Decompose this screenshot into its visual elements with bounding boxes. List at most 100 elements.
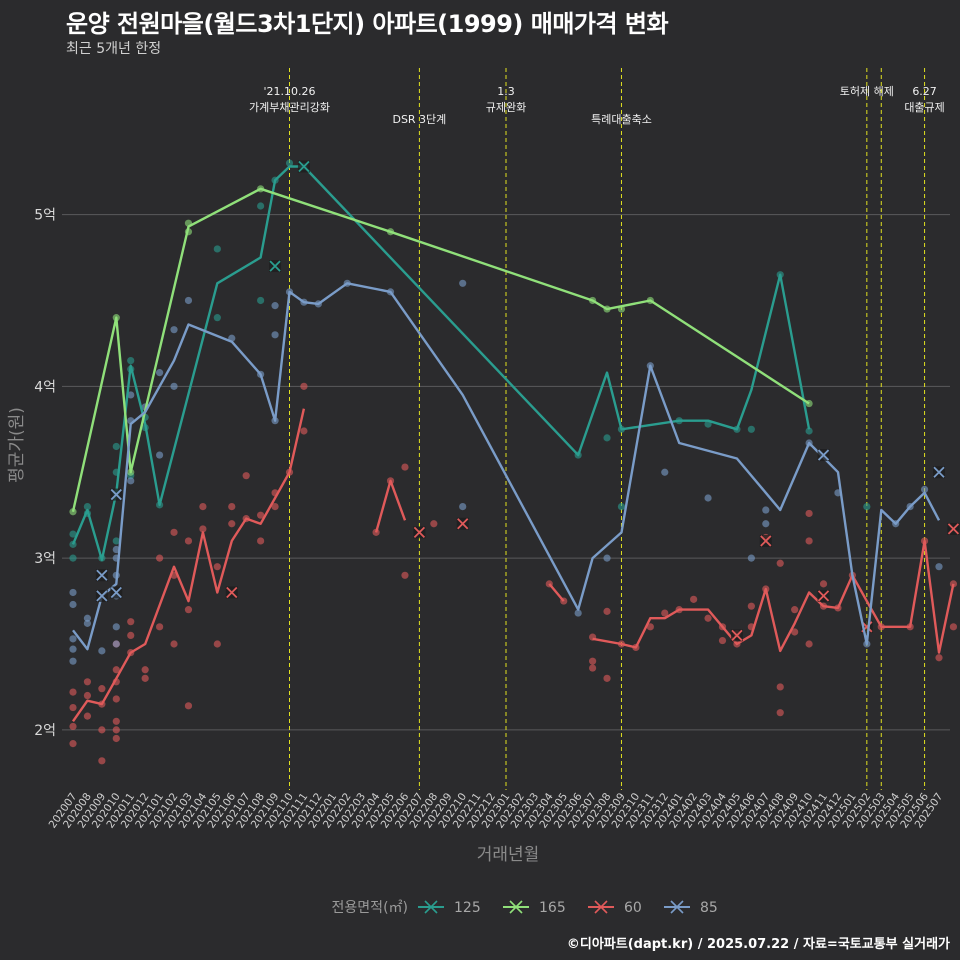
data-point <box>589 664 597 672</box>
data-point <box>98 757 106 765</box>
cancel-mark <box>731 629 743 642</box>
data-point <box>156 623 164 631</box>
data-point <box>69 688 77 696</box>
x-axis-title: 거래년월 <box>477 845 540 865</box>
data-point <box>184 296 193 305</box>
cancel-mark <box>947 523 960 535</box>
data-point <box>863 502 871 511</box>
series-165 <box>69 185 813 516</box>
data-point <box>242 472 250 480</box>
series-line-segment <box>548 583 565 602</box>
data-point <box>170 326 178 334</box>
data-point <box>98 685 106 693</box>
data-point <box>127 391 135 399</box>
data-point <box>69 508 77 516</box>
series-60 <box>69 382 958 765</box>
data-point <box>112 734 120 743</box>
cancel-mark <box>298 160 310 173</box>
data-point <box>257 511 265 519</box>
cancel-mark <box>269 260 281 272</box>
data-point <box>704 494 712 502</box>
event-label: DSR 3단계 <box>392 113 446 126</box>
cancel-mark <box>817 590 830 602</box>
cancel-mark <box>110 586 122 599</box>
data-point <box>762 506 770 514</box>
data-point <box>920 485 929 494</box>
data-point <box>228 520 236 528</box>
data-point <box>69 657 77 665</box>
data-point <box>805 537 813 545</box>
data-point <box>776 683 784 691</box>
cancel-mark <box>226 586 238 599</box>
data-point <box>98 726 106 734</box>
data-point <box>156 451 164 459</box>
legend-title: 전용면적(㎡) <box>332 900 408 916</box>
data-point <box>83 678 92 686</box>
data-point <box>184 537 193 545</box>
data-point <box>112 442 120 451</box>
data-point <box>112 726 120 734</box>
data-point <box>747 602 755 610</box>
chart-title: 운양 전원마을(월드3차1단지) 아파트(1999) 매매가격 변화 <box>66 10 669 38</box>
data-point <box>791 628 799 636</box>
legend-item-60: 60 <box>588 900 642 916</box>
data-point <box>617 502 626 511</box>
data-point <box>213 640 221 648</box>
legend-swatch-mark <box>509 900 523 914</box>
data-point <box>112 537 120 545</box>
event-label: 6.27 <box>912 85 937 98</box>
data-point <box>935 563 943 571</box>
data-point <box>83 614 92 622</box>
data-point <box>776 559 784 567</box>
event-label: 토허제 해제 <box>840 84 894 98</box>
data-point <box>271 302 279 310</box>
legend-label: 60 <box>624 900 642 916</box>
legend-label: 125 <box>454 900 481 916</box>
chart-subtitle: 최근 5개년 한정 <box>66 41 162 57</box>
event-label: '21.10.26 <box>263 85 315 98</box>
data-point <box>459 502 467 511</box>
data-point <box>170 528 178 536</box>
series-line-60 <box>72 408 960 722</box>
data-point <box>83 502 92 511</box>
series-layer <box>69 159 960 765</box>
data-point <box>112 623 120 631</box>
data-point <box>762 520 770 528</box>
data-point <box>574 609 582 617</box>
data-point <box>257 296 265 305</box>
legend-swatch-mark <box>670 900 684 914</box>
data-point <box>271 331 279 339</box>
series-line <box>72 282 941 651</box>
data-point <box>949 580 958 588</box>
data-point <box>805 427 813 435</box>
y-axis-title: 평균가(원) <box>7 407 27 483</box>
data-point <box>805 640 813 648</box>
legend-label: 165 <box>539 900 566 916</box>
data-point <box>257 537 265 545</box>
data-point <box>199 525 207 533</box>
data-point <box>83 691 92 700</box>
data-point <box>127 356 135 365</box>
data-point <box>459 279 467 287</box>
cancel-mark <box>457 518 469 530</box>
cancel-mark <box>817 449 830 461</box>
data-point <box>718 636 727 645</box>
series-line-segment <box>374 479 407 533</box>
legend-item-165: 165 <box>503 900 566 916</box>
data-point <box>170 640 178 648</box>
series-line-segment <box>592 539 955 654</box>
data-point <box>69 600 77 609</box>
data-point <box>646 623 654 631</box>
data-point <box>141 674 149 682</box>
legend-label: 85 <box>700 900 718 916</box>
event-label: 규제완화 <box>486 101 526 114</box>
data-point <box>127 631 135 640</box>
data-point <box>213 245 221 253</box>
data-point <box>300 427 308 435</box>
cancel-mark <box>413 526 426 538</box>
data-point <box>776 709 784 717</box>
data-point <box>949 623 958 631</box>
data-point <box>935 654 943 662</box>
x-axis-ticks: 2020072020082020092020102020112020122021… <box>47 791 946 831</box>
